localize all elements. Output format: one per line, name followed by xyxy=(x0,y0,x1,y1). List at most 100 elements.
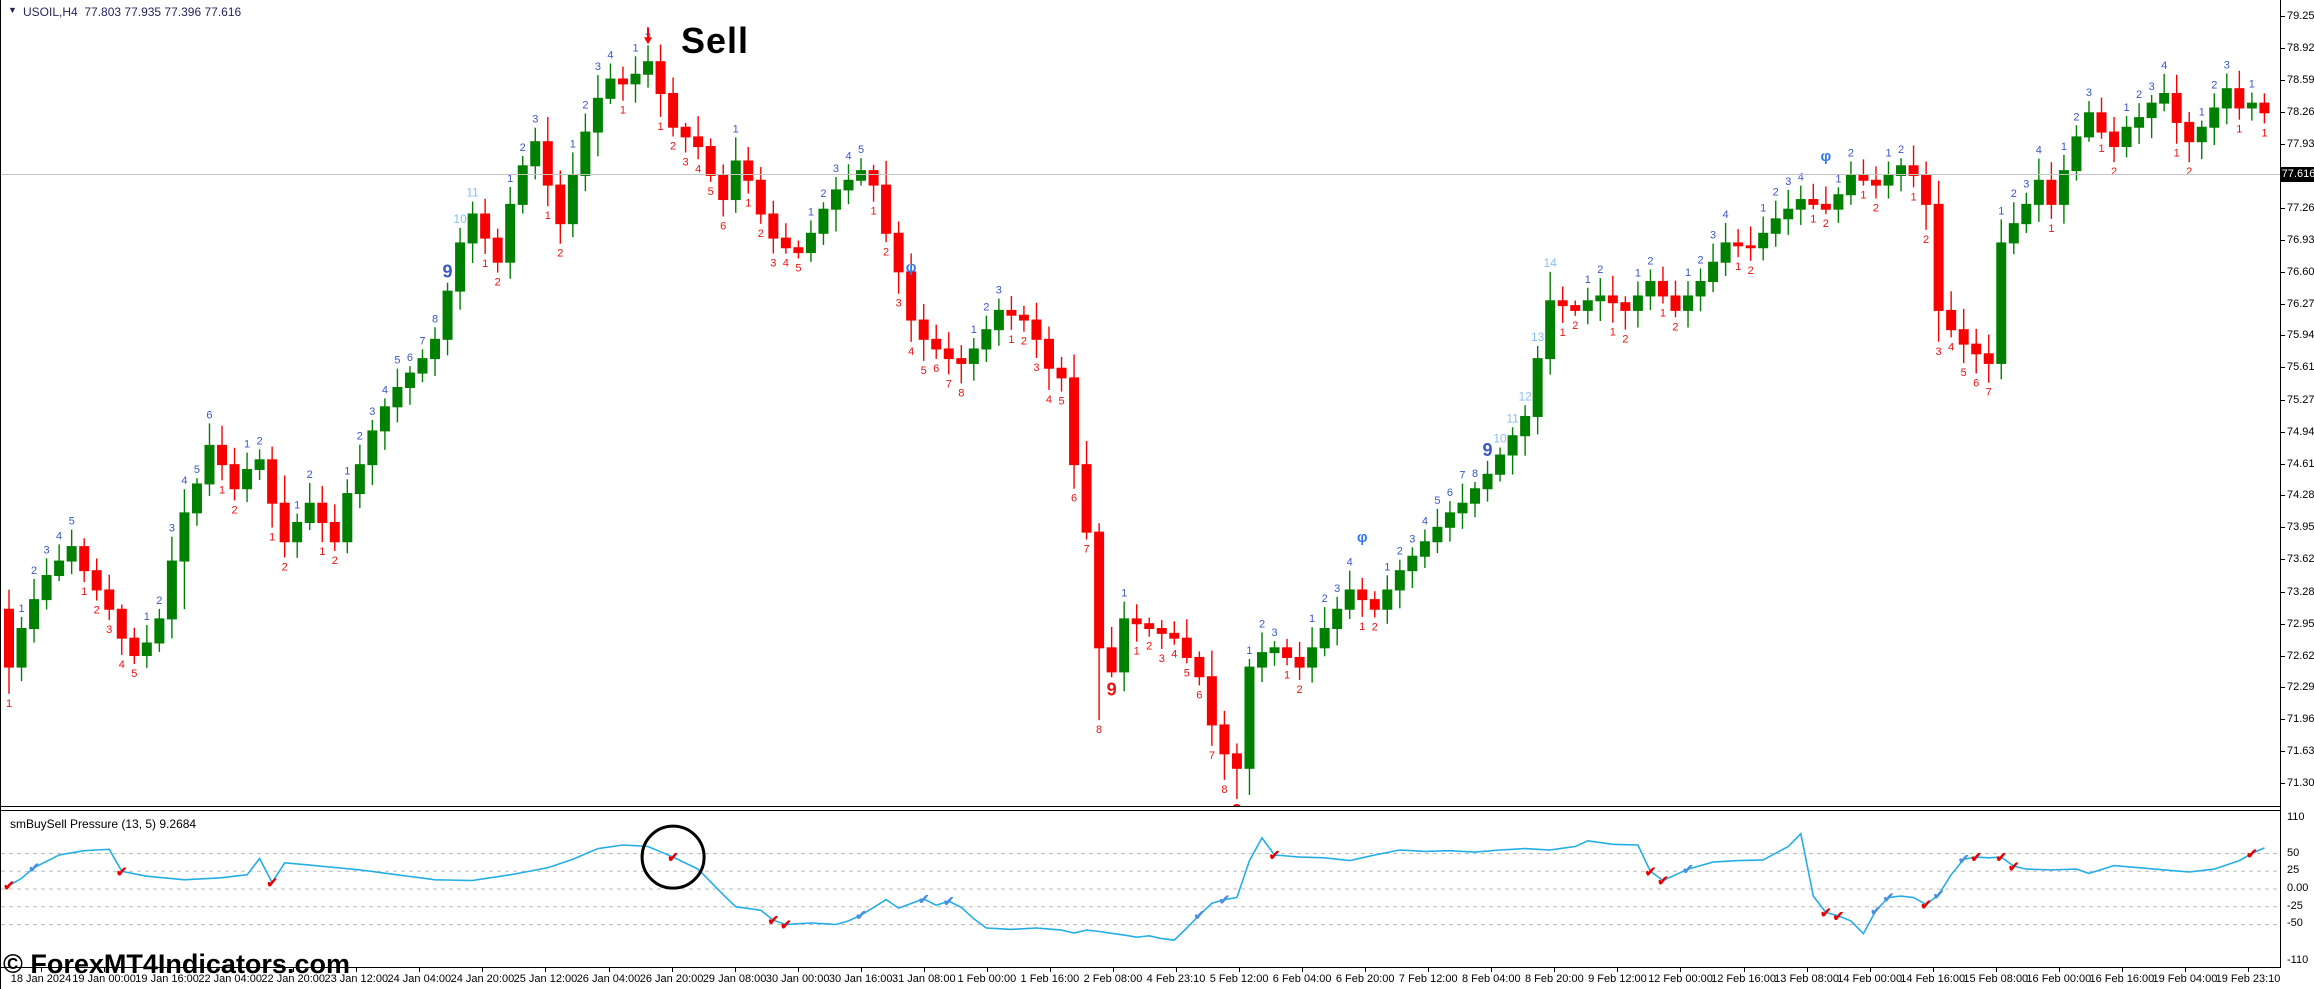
candle xyxy=(154,618,165,644)
sell-text-annotation: Sell xyxy=(681,20,750,61)
sell-signal-icon: ✔ xyxy=(1833,908,1845,924)
phi-signal-icon: φ xyxy=(1820,148,1831,165)
count-down-label: 2 xyxy=(1372,622,1378,634)
time-axis-tick xyxy=(1176,968,1178,972)
time-axis-tick xyxy=(608,968,610,972)
count-down-label: 5 xyxy=(795,263,801,275)
time-axis-tick xyxy=(1428,968,1430,972)
price-axis-tick xyxy=(2281,80,2285,81)
candle xyxy=(918,319,929,340)
time-axis-label: 24 Jan 04:00 xyxy=(387,973,452,985)
candle xyxy=(1444,512,1455,528)
buy-signal-icon: ✔ xyxy=(1870,902,1882,918)
candle xyxy=(906,271,917,321)
time-axis-label: 12 Feb 16:00 xyxy=(1711,973,1776,985)
time-axis-label: 16 Feb 00:00 xyxy=(2026,973,2092,985)
count-down-label: 1 xyxy=(269,532,275,544)
candle xyxy=(2109,131,2120,148)
count-down-label: 1 xyxy=(482,258,488,270)
time-axis-tick xyxy=(1995,968,1997,972)
candle xyxy=(229,464,240,490)
price-axis-label: 71.960 xyxy=(2287,713,2314,726)
count-down-label: 2 xyxy=(2111,166,2117,178)
candle xyxy=(1770,218,1781,234)
candle xyxy=(1282,647,1293,658)
candle xyxy=(417,358,428,374)
count-down-label: 7 xyxy=(1209,750,1215,762)
symbol-dropdown-icon[interactable]: ▼ xyxy=(8,5,17,15)
count-down-label: 4 xyxy=(695,163,701,175)
time-axis-tick xyxy=(293,968,295,972)
count-up-label: 1 xyxy=(808,206,814,218)
candle xyxy=(1219,724,1230,755)
candle xyxy=(4,608,14,668)
time-axis-tick xyxy=(734,968,736,972)
count-down-label: 1 xyxy=(219,484,225,496)
current-price-line xyxy=(1,174,2280,175)
time-axis-label: 23 Jan 12:00 xyxy=(324,973,389,985)
count-up-label: 1 xyxy=(2124,102,2130,114)
buy-signal-icon: ✔ xyxy=(943,893,955,909)
count-down-label: 1 xyxy=(745,198,751,210)
candle xyxy=(617,78,628,85)
count-down-label: 1 xyxy=(1610,327,1616,339)
candle xyxy=(1069,377,1080,466)
candle xyxy=(2033,179,2044,205)
count-down-label: 1 xyxy=(1810,213,1816,225)
count-down-label: 2 xyxy=(758,228,764,240)
count-down-label: 9 xyxy=(1107,679,1117,699)
count-down-label: 7 xyxy=(1986,387,1992,399)
candle xyxy=(818,208,829,234)
price-axis-label: 72.950 xyxy=(2287,617,2314,630)
candle xyxy=(2134,117,2145,128)
candle xyxy=(191,483,202,514)
count-up-label: 4 xyxy=(1798,172,1804,184)
candle xyxy=(1595,295,1606,302)
candle xyxy=(680,126,691,138)
candle xyxy=(2058,170,2069,205)
count-up-label: 9 xyxy=(1483,440,1493,460)
candle xyxy=(442,290,453,340)
time-axis-label: 14 Feb 16:00 xyxy=(1900,973,1966,985)
count-up-label: 9 xyxy=(443,262,453,282)
time-axis-tick xyxy=(1302,968,1304,972)
price-axis-tick xyxy=(2281,303,2285,305)
count-up-label: 1 xyxy=(1835,173,1841,185)
time-axis-tick xyxy=(1806,968,1808,972)
count-up-label: 1 xyxy=(507,173,513,185)
count-up-label: 2 xyxy=(1397,546,1403,558)
candle xyxy=(931,338,942,350)
circle-annotation xyxy=(640,824,706,890)
count-up-label: 1 xyxy=(570,138,576,150)
sell-signal-icon: ✔ xyxy=(1920,897,1932,913)
candle xyxy=(329,521,340,543)
count-down-label: 1 xyxy=(620,105,626,117)
price-axis-tick xyxy=(2281,495,2285,497)
count-up-label: 5 xyxy=(69,516,75,528)
candle xyxy=(605,78,616,99)
sell-signal-icon: ✔ xyxy=(1820,904,1832,920)
candle xyxy=(542,141,553,186)
time-axis[interactable]: 18 Jan 2024 19 Jan 00:00 19 Jan 16:00 22 Ja… xyxy=(1,968,2314,989)
count-up-label: 3 xyxy=(2086,87,2092,99)
count-down-label: 1 xyxy=(1735,261,1741,273)
candle xyxy=(217,444,228,466)
price-axis-tick xyxy=(2281,367,2285,369)
count-up-label: 4 xyxy=(607,49,613,61)
time-axis-tick xyxy=(860,968,862,972)
count-up-label: 1 xyxy=(1384,561,1390,573)
count-up-label: 1 xyxy=(632,42,638,54)
indicator-panel[interactable]: ✔ ✔ ✔ ✔ ✔ ✔ ✔ ✔ ✔ ✔ ✔ ✔ ✔ ✔ ✔ ✔ ✔ ✔ ✔ ✔ ✔ ✔ ✔ ✔ ✔ ✔ ✔ smBuySell Pr… xyxy=(1,810,2280,968)
main-chart-plot[interactable]: 1 1 2 3 4 5 1 2 3 4 5 1 2 3 4 5 6 1 2 1 2 1 2 1 2 1 2 1 2 3 4 5 6 7 8 9 10 11… xyxy=(1,0,2280,807)
candle xyxy=(1382,589,1393,610)
count-down-label: 4 xyxy=(1948,341,1954,353)
price-axis-label: 73.950 xyxy=(2287,521,2314,534)
indicator-line-layer: ✔✔ ✔✔✔✔ ✔✔✔ ✔✔✔✔✔✔✔✔ ✔ ✔✔ ✔✔✔ ✔ ✔✔✔ xyxy=(1,824,2280,941)
candle xyxy=(1908,165,1919,176)
price-axis[interactable]: 77.616 79.250 78.920 78.590 78.260 77.930 77.… xyxy=(2280,0,2314,968)
price-axis-tick xyxy=(2281,431,2285,433)
indicator-axis-label: -110 xyxy=(2287,954,2309,966)
count-down-label: 2 xyxy=(1823,218,1829,230)
count-up-label: 2 xyxy=(357,431,363,443)
time-axis-tick xyxy=(1869,968,1871,972)
